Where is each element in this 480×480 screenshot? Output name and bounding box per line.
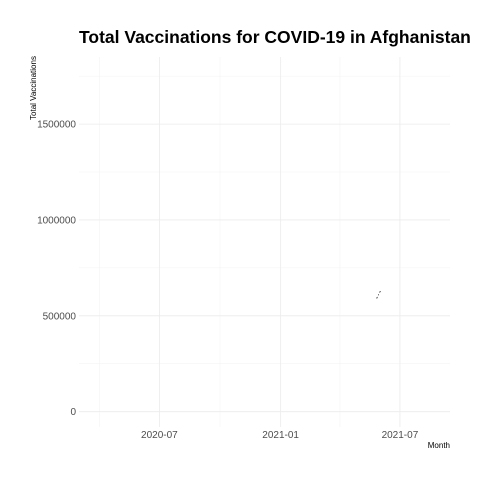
data-series bbox=[376, 291, 381, 299]
x-tick-label: 2021-01 bbox=[262, 430, 299, 441]
major-gridlines bbox=[79, 57, 450, 427]
x-axis-label: Month bbox=[428, 441, 450, 450]
x-tick-label: 2020-07 bbox=[141, 430, 178, 441]
y-tick-labels: 0 500000 1000000 1500000 bbox=[37, 120, 76, 419]
data-point bbox=[376, 297, 378, 299]
y-tick-label: 1000000 bbox=[37, 215, 76, 226]
minor-gridlines bbox=[79, 57, 450, 427]
series-line bbox=[376, 291, 381, 299]
x-tick-label: 2021-07 bbox=[382, 430, 419, 441]
chart-title: Total Vaccinations for COVID-19 in Afgha… bbox=[79, 27, 471, 47]
y-tick-label: 500000 bbox=[43, 311, 77, 322]
y-tick-label: 1500000 bbox=[37, 120, 76, 131]
x-tick-labels: 2020-07 2021-01 2021-07 bbox=[141, 430, 419, 441]
data-point bbox=[379, 291, 381, 293]
y-axis-label: Total Vaccinations bbox=[29, 56, 38, 120]
y-tick-label: 0 bbox=[70, 407, 76, 418]
